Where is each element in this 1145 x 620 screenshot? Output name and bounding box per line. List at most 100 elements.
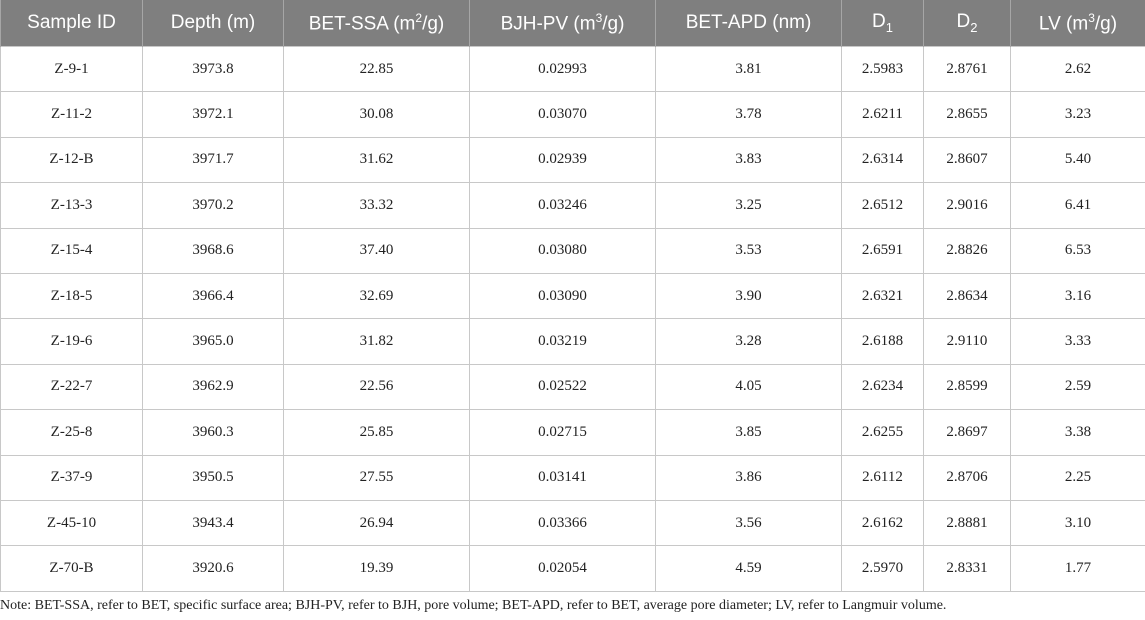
table-cell: 2.8331 xyxy=(923,545,1011,592)
table-cell: 3970.2 xyxy=(142,182,284,229)
column-header: BJH-PV (m3/g) xyxy=(469,0,656,47)
table-cell: 0.02939 xyxy=(469,136,656,184)
table-cell: 2.8881 xyxy=(923,499,1011,547)
column-header-superscript: 3 xyxy=(1088,10,1095,25)
table-cell: 0.03366 xyxy=(469,499,656,547)
table-row: Z-37-9 3950.5 27.55 0.03141 3.86 2.6112 2.8706… xyxy=(0,454,1145,501)
table-cell: 3971.7 xyxy=(142,136,284,184)
table-cell: Z-19-6 xyxy=(0,318,143,365)
table-cell: 22.56 xyxy=(283,363,470,411)
table-row: Z-9-1 3973.8 22.85 0.02993 3.81 2.5983 2.8761 2… xyxy=(0,45,1145,93)
table-cell: 0.03070 xyxy=(469,91,656,138)
table-cell: Z-45-10 xyxy=(0,499,143,547)
table-cell: 2.6255 xyxy=(841,409,924,456)
table-cell: 2.59 xyxy=(1010,363,1145,411)
table-cell: 2.6321 xyxy=(841,272,924,320)
table-cell: Z-37-9 xyxy=(0,454,143,501)
table-cell: 31.82 xyxy=(283,318,470,365)
table-cell: 3.38 xyxy=(1010,409,1145,456)
table-cell: 3.90 xyxy=(655,272,842,320)
column-header-label: BET-APD (nm) xyxy=(685,12,812,33)
table-cell: 37.40 xyxy=(283,227,470,274)
header-row: Sample ID Depth (m) BET-SSA (m2/g) BJH-PV (… xyxy=(0,0,1145,47)
table-cell: 3965.0 xyxy=(142,318,284,365)
table-cell: 2.8706 xyxy=(923,454,1011,501)
column-header-label: D xyxy=(956,11,971,33)
table-cell: 0.02054 xyxy=(469,545,656,592)
table-cell: 33.32 xyxy=(283,182,470,229)
column-header-unit: /g) xyxy=(1094,13,1118,35)
table-cell: 2.62 xyxy=(1010,45,1145,93)
table-cell: 0.03219 xyxy=(469,318,656,365)
table-cell: 3.85 xyxy=(655,409,842,456)
table-cell: 3960.3 xyxy=(142,409,284,456)
table-cell: Z-22-7 xyxy=(0,363,143,411)
table-cell: 3.86 xyxy=(655,454,842,501)
table-cell: 27.55 xyxy=(283,454,470,501)
table-cell: 26.94 xyxy=(283,499,470,547)
table-cell: 2.8826 xyxy=(923,227,1011,274)
column-header-label: Sample ID xyxy=(27,12,116,33)
data-table: Sample ID Depth (m) BET-SSA (m2/g) BJH-PV (… xyxy=(0,0,1145,592)
table-cell: 1.77 xyxy=(1010,545,1145,592)
table-cell: 0.03246 xyxy=(469,182,656,229)
table-cell: 2.6512 xyxy=(841,182,924,229)
table-cell: 3968.6 xyxy=(142,227,284,274)
table-cell: 0.03080 xyxy=(469,227,656,274)
table-cell: 3973.8 xyxy=(142,45,284,93)
table-cell: 2.9110 xyxy=(923,318,1011,365)
table-cell: 32.69 xyxy=(283,272,470,320)
table-row: Z-11-2 3972.1 30.08 0.03070 3.78 2.6211 2.8655… xyxy=(0,91,1145,138)
table-cell: 2.8655 xyxy=(923,91,1011,138)
table-cell: 6.41 xyxy=(1010,182,1145,229)
table-cell: 2.8607 xyxy=(923,136,1011,184)
table-cell: 3.10 xyxy=(1010,499,1145,547)
table-cell: 3920.6 xyxy=(142,545,284,592)
table-cell: 2.6591 xyxy=(841,227,924,274)
table-cell: Z-70-B xyxy=(0,545,143,592)
table-cell: 31.62 xyxy=(283,136,470,184)
column-header-unit: /g) xyxy=(422,13,445,35)
column-header-superscript: 2 xyxy=(415,10,423,25)
table-cell: 2.8761 xyxy=(923,45,1011,93)
table-cell: 3.28 xyxy=(655,318,842,365)
table-cell: 3.83 xyxy=(655,136,842,184)
column-header-label: D xyxy=(872,11,886,33)
column-header-subscript: 2 xyxy=(970,19,978,35)
table-cell: Z-25-8 xyxy=(0,409,143,456)
table-cell: 4.59 xyxy=(655,545,842,592)
table-cell: Z-13-3 xyxy=(0,182,143,229)
table-cell: 0.02522 xyxy=(469,363,656,411)
table-cell: 2.6112 xyxy=(841,454,924,501)
table-cell: 3.53 xyxy=(655,227,842,274)
column-header: D1 xyxy=(841,0,924,47)
table-cell: 3950.5 xyxy=(142,454,284,501)
table-cell: 0.02715 xyxy=(469,409,656,456)
table-cell: 2.6188 xyxy=(841,318,924,365)
table-cell: 2.9016 xyxy=(923,182,1011,229)
table-cell: 2.25 xyxy=(1010,454,1145,501)
column-header-subscript: 1 xyxy=(885,19,893,35)
column-header-label: LV (m xyxy=(1038,13,1089,35)
table-cell: 2.6314 xyxy=(841,136,924,184)
table-row: Z-25-8 3960.3 25.85 0.02715 3.85 2.6255 2.8697… xyxy=(0,409,1145,456)
table-cell: 2.6211 xyxy=(841,91,924,138)
table-cell: 2.8634 xyxy=(923,272,1011,320)
column-header: Sample ID xyxy=(0,0,143,47)
table-cell: 3962.9 xyxy=(142,363,284,411)
table-cell: 2.5983 xyxy=(841,45,924,93)
column-header-superscript: 3 xyxy=(595,10,603,25)
table-row: Z-22-7 3962.9 22.56 0.02522 4.05 2.6234 2.8599… xyxy=(0,363,1145,411)
table-note: Note: BET-SSA, refer to BET, specific su… xyxy=(0,598,947,613)
table-cell: 4.05 xyxy=(655,363,842,411)
table-cell: 3966.4 xyxy=(142,272,284,320)
table-cell: 22.85 xyxy=(283,45,470,93)
column-header-label: Depth (m) xyxy=(170,12,256,33)
column-header-label: BET-SSA (m xyxy=(308,13,416,35)
table-cell: Z-11-2 xyxy=(0,91,143,138)
table-row: Z-70-B 3920.6 19.39 0.02054 4.59 2.5970 2.8331… xyxy=(0,545,1145,592)
column-header-label: BJH-PV (m xyxy=(500,13,596,35)
table-cell: 3.23 xyxy=(1010,91,1145,138)
table-cell: 0.03141 xyxy=(469,454,656,501)
